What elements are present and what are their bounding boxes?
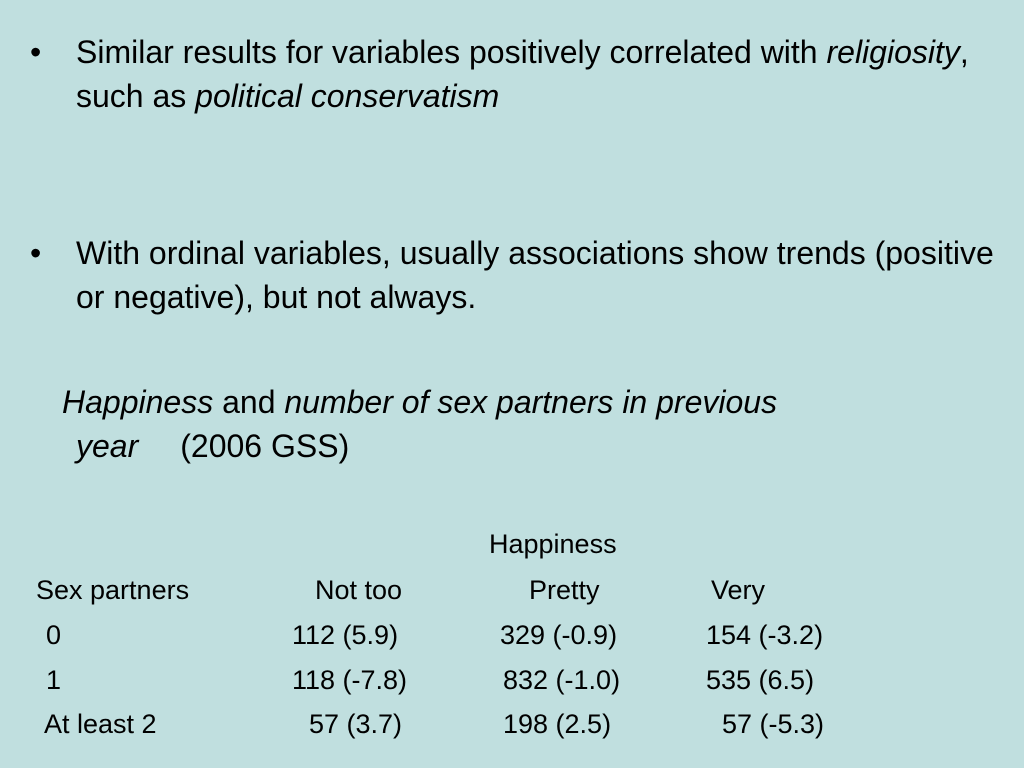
caption-and: and [222,384,276,420]
bullet-religiosity: • Similar results for variables positive… [30,30,1010,118]
table-cell: 329 (-0.9) [500,620,618,650]
table-cell: 832 (-1.0) [503,665,621,695]
bullet-text-italic: political conservatism [195,78,500,114]
table-cell: 57 (-5.3) [722,709,825,739]
caption-source: (2006 GSS) [180,428,350,464]
caption-var1: Happiness [62,384,214,420]
table-cell: 198 (2.5) [503,709,612,739]
table-column-group-header: Happiness [489,529,617,559]
table-cell: 154 (-3.2) [706,620,824,650]
table-row-label: At least 2 [44,709,157,739]
table-row-header: Sex partners [36,575,190,605]
bullet-text-italic: religiosity [826,34,960,70]
table-column-header: Not too [315,575,403,605]
table-cell: 535 (6.5) [706,665,815,695]
table-cell: 118 (-7.8) [292,665,408,695]
bullet-text: With ordinal variables, usually associat… [76,235,994,315]
bullet-text: Similar results for variables positively… [76,30,1010,118]
table-column-header: Pretty [529,575,600,605]
bullet-marker: • [30,34,42,70]
bullet-text-part: Similar results for variables positively… [76,34,827,70]
caption-var2: number of sex partners in previous [284,384,778,420]
bullet-text-part: , such as [76,34,969,114]
table-cell: 57 (3.7) [309,709,403,739]
table-row-label: 0 [46,620,62,650]
bullet-marker: • [30,235,42,271]
caption-var2-cont: year [76,428,139,464]
bullet-ordinal-variables: • With ordinal variables, usually associ… [30,231,1010,319]
table-row-label: 1 [46,665,62,695]
table-cell: 112 (5.9) [292,620,399,650]
table-column-header: Very [711,575,766,605]
table-caption: Happiness and number of sex partners in … [62,380,1002,468]
